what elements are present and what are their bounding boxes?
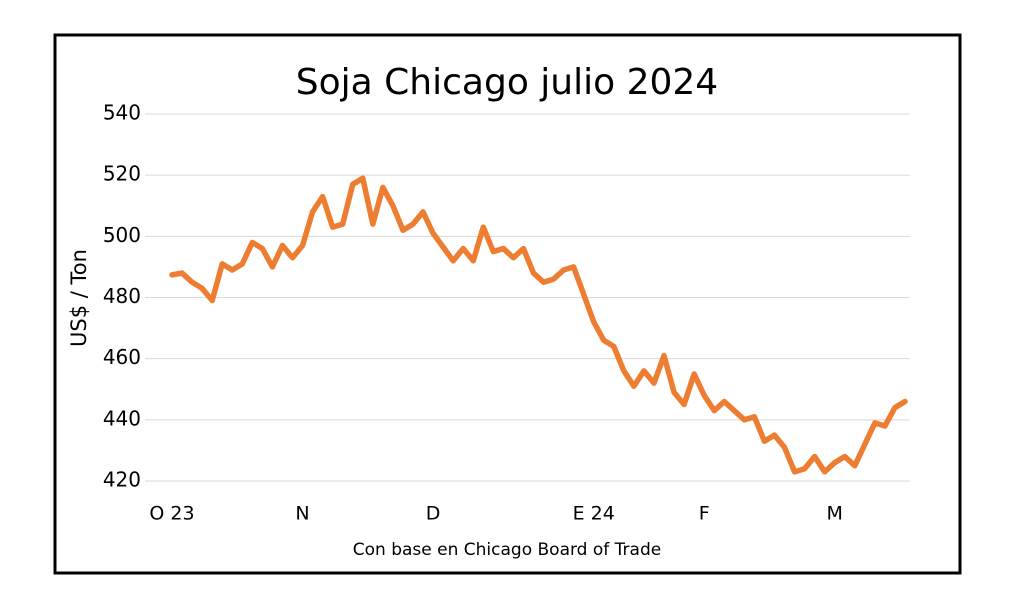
y-tick-label: 440	[103, 406, 141, 430]
x-tick-label: E 24	[573, 503, 615, 525]
y-axis-label: US$ / Ton	[67, 249, 91, 347]
data-line	[169, 175, 908, 475]
chart-title: Soja Chicago julio 2024	[296, 62, 718, 103]
y-tick-label: 540	[103, 101, 141, 125]
x-axis-label: Con base en Chicago Board of Trade	[353, 540, 661, 560]
x-tick-label: D	[426, 503, 441, 525]
y-tick-label: 420	[103, 468, 141, 492]
y-tick-label: 460	[103, 345, 141, 369]
y-tick-label: 500	[103, 223, 141, 247]
x-tick-label: N	[295, 503, 309, 525]
x-tick-label: M	[827, 503, 843, 525]
y-tick-label: 480	[103, 284, 141, 308]
chart-border	[53, 33, 962, 575]
x-tick-label: F	[699, 503, 710, 525]
x-tick-label: O 23	[149, 503, 194, 525]
y-tick-label: 520	[103, 162, 141, 186]
